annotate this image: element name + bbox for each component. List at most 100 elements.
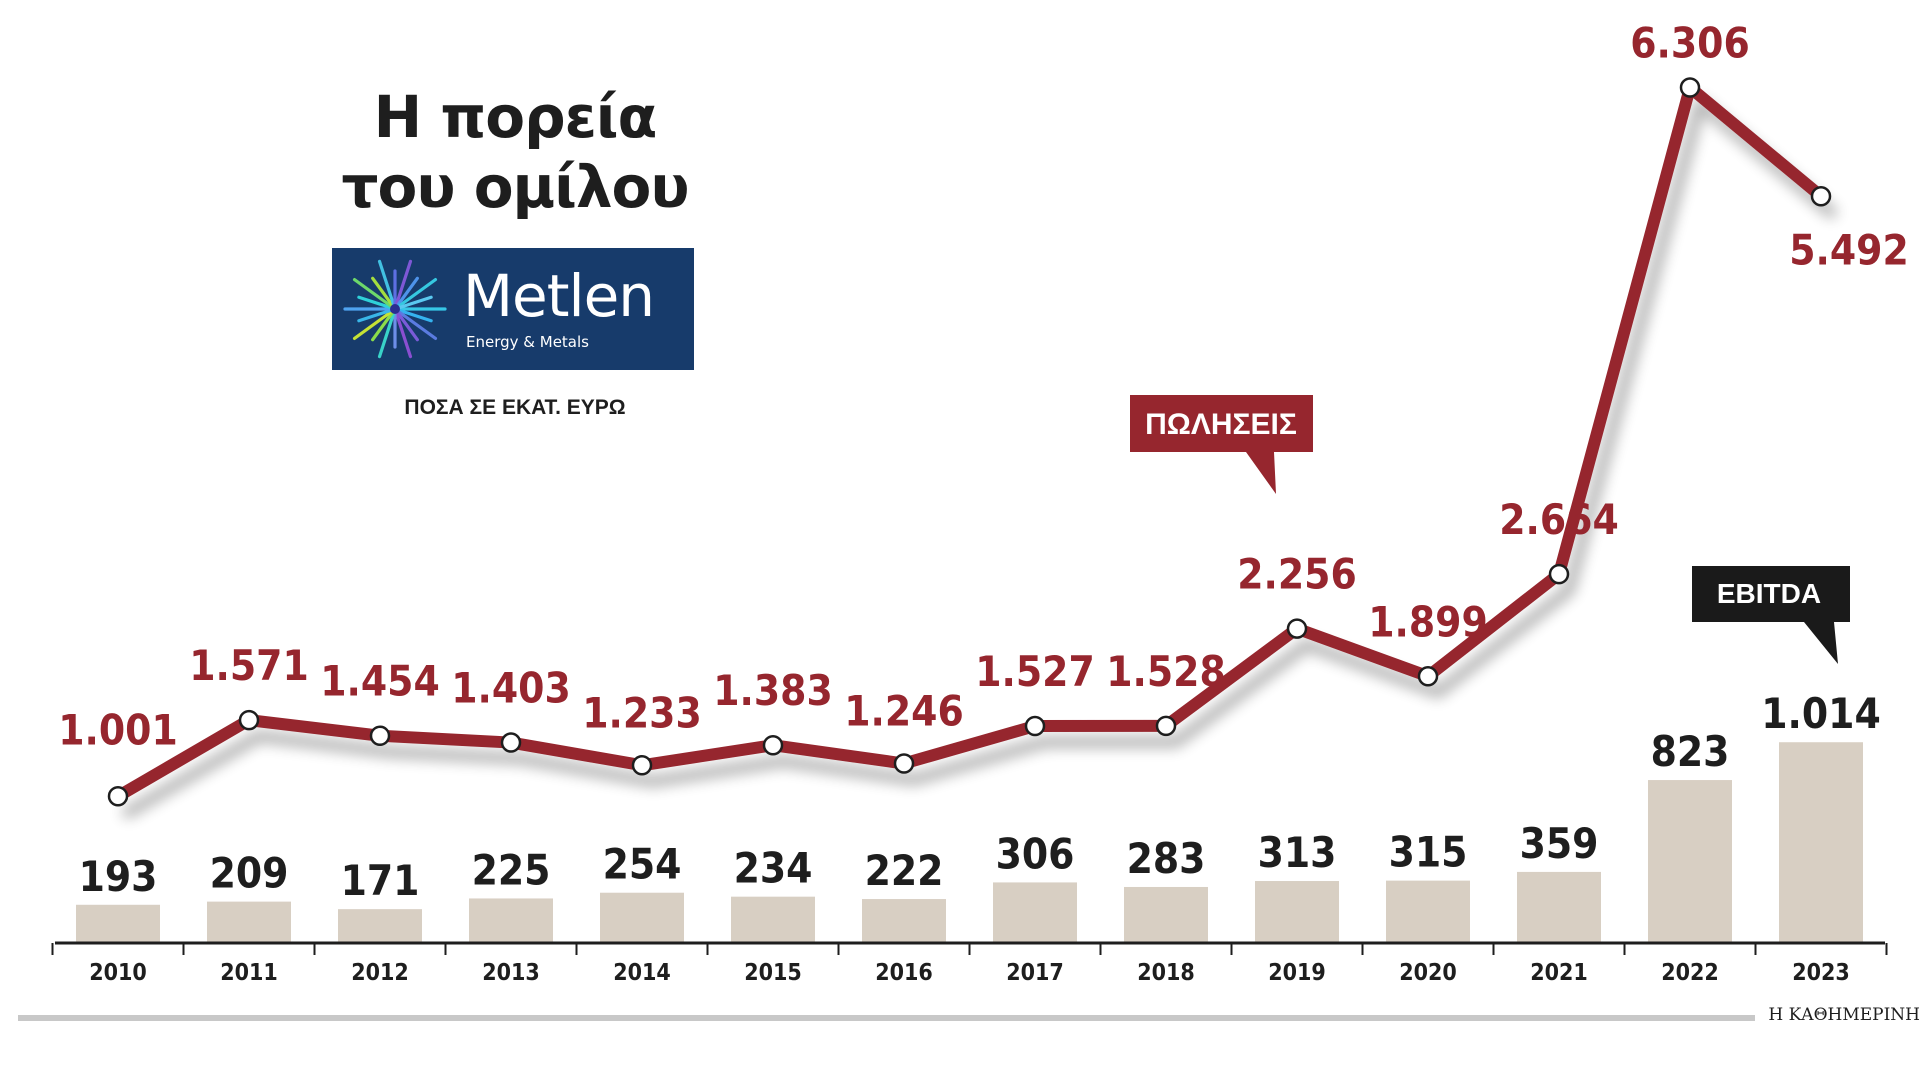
logo-ray [352, 307, 397, 340]
logo-ray [371, 276, 397, 311]
x-tick-label-2013: 2013 [482, 960, 540, 986]
logo-ray [393, 307, 438, 340]
logo-ray [377, 259, 397, 311]
ebitda-bar-2023 [1779, 742, 1863, 943]
sales-point-2018 [1155, 715, 1177, 737]
logo-center [390, 304, 400, 314]
sales-line [112, 81, 1827, 803]
logo-ray [393, 259, 413, 311]
sales-point-2015 [762, 734, 784, 756]
logo-ray [393, 295, 433, 311]
x-tick-label-2010: 2010 [89, 960, 147, 986]
sales-point-2021 [1548, 563, 1570, 585]
ebitda-bar-2015 [731, 896, 815, 943]
sales-legend-label: ΠΩΛΗΣΕΙΣ [1145, 408, 1297, 441]
x-tick-label-2021: 2021 [1530, 960, 1588, 986]
logo-ray [393, 307, 419, 342]
logo-ray [371, 307, 397, 342]
ebitda-bar-2022 [1648, 780, 1732, 943]
company-logo: Metlen Energy & Metals [332, 248, 694, 370]
logo-ray [377, 307, 397, 359]
sales-value-label: 5.492 [1789, 225, 1909, 274]
sales-point-2013 [500, 732, 522, 753]
sales-value-label: 1.571 [189, 641, 309, 690]
logo-ray [352, 278, 397, 311]
x-tick-label-2019: 2019 [1268, 960, 1326, 986]
ebitda-value-label: 306 [996, 829, 1075, 878]
ebitda-value-label: 171 [341, 856, 420, 905]
sales-point-2020 [1417, 666, 1439, 687]
ebitda-value-label: 823 [1651, 727, 1730, 776]
x-tick-label-2012: 2012 [351, 960, 409, 986]
sales-value-label: 1.246 [844, 687, 964, 736]
x-tick-label-2020: 2020 [1399, 960, 1457, 986]
sales-point-2010 [107, 786, 129, 807]
ebitda-bar-2019 [1255, 881, 1339, 943]
sales-point-2012 [369, 725, 391, 746]
ebitda-value-label: 283 [1127, 834, 1206, 883]
sales-legend-callout: ΠΩΛΗΣΕΙΣ [1130, 395, 1313, 494]
logo-ray [357, 307, 397, 323]
x-tick-label-2014: 2014 [613, 960, 671, 986]
sales-value-label: 2.664 [1499, 495, 1619, 544]
ebitda-value-label: 313 [1258, 828, 1337, 877]
logo-ray [357, 295, 397, 311]
x-tick-label-2016: 2016 [875, 960, 933, 986]
sales-point-2017 [1024, 715, 1046, 737]
ebitda-bar-2021 [1517, 871, 1601, 943]
chart-title: Η πορεία του ομίλου [300, 82, 730, 222]
x-tick-label-2022: 2022 [1661, 960, 1719, 986]
source-credit: Η ΚΑΘΗΜΕΡΙΝΗ [1768, 1005, 1920, 1025]
ebitda-value-label: 193 [79, 852, 158, 901]
ebitda-value-label: 225 [472, 845, 551, 894]
title-line-2: του ομίλου [341, 153, 689, 221]
ebitda-bar-2016 [862, 899, 946, 943]
starburst-logo-icon [343, 259, 447, 359]
ebitda-legend-label: EBITDA [1717, 578, 1821, 609]
ebitda-value-label: 254 [603, 840, 682, 889]
x-tick-label-2017: 2017 [1006, 960, 1064, 986]
title-line-1: Η πορεία [373, 83, 658, 151]
ebitda-value-label: 222 [865, 846, 944, 895]
ebitda-bar-2014 [600, 892, 684, 943]
logo-ray [393, 276, 419, 311]
callout-bubble [1130, 395, 1313, 494]
sales-value-label: 1.383 [713, 666, 833, 715]
ebitda-value-label: 1.014 [1761, 689, 1881, 738]
ebitda-bar-2010 [76, 904, 160, 943]
sales-value-label: 1.001 [58, 705, 178, 754]
ebitda-bar-2017 [993, 882, 1077, 943]
ebitda-bar-2013 [469, 898, 553, 943]
ebitda-value-label: 359 [1520, 819, 1599, 868]
sales-value-label: 1.527 [975, 647, 1095, 696]
logo-ray [393, 307, 413, 359]
sales-value-label: 6.306 [1630, 19, 1750, 68]
sales-value-label: 1.454 [320, 657, 440, 706]
logo-tagline: Energy & Metals [466, 333, 589, 351]
logo-ray [393, 307, 433, 323]
logo-ray [393, 278, 438, 311]
logo-name: Metlen [463, 262, 655, 330]
ebitda-bar-2018 [1124, 886, 1208, 943]
ebitda-value-label: 315 [1389, 828, 1468, 877]
sales-point-2011 [238, 709, 260, 731]
sales-value-label: 2.256 [1237, 550, 1357, 599]
x-tick-label-2023: 2023 [1792, 960, 1850, 986]
ebitda-bar-2020 [1386, 880, 1470, 943]
sales-value-label: 1.528 [1106, 647, 1226, 696]
x-tick-label-2018: 2018 [1137, 960, 1195, 986]
sales-point-2019 [1286, 618, 1308, 639]
sales-value-label: 1.233 [582, 688, 702, 737]
sales-value-label: 1.899 [1368, 597, 1488, 646]
sales-point-2016 [893, 753, 915, 774]
sales-point-2014 [631, 755, 653, 776]
x-tick-label-2011: 2011 [220, 960, 278, 986]
sales-point-2023 [1810, 186, 1832, 207]
callout-bubble [1692, 566, 1850, 664]
ebitda-bar-2011 [207, 901, 291, 943]
sales-point-2022 [1679, 77, 1701, 98]
x-tick-label-2015: 2015 [744, 960, 802, 986]
ebitda-value-label: 234 [734, 844, 813, 893]
